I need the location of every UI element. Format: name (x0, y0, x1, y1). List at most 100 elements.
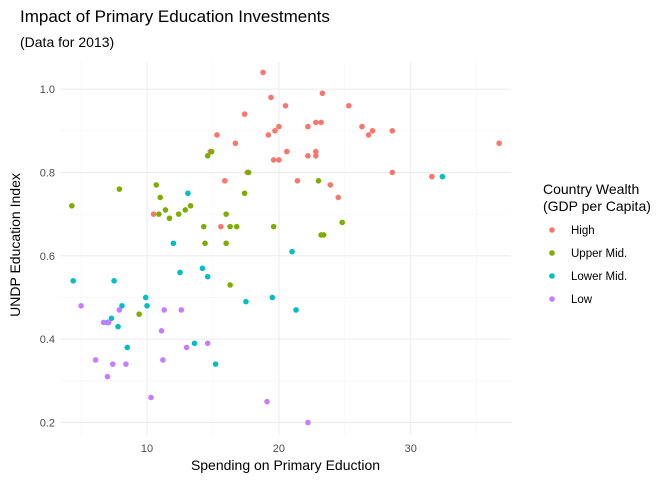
point-high (327, 182, 334, 188)
point-upper-mid (182, 207, 189, 213)
point-high (305, 152, 311, 159)
point-high (150, 211, 157, 217)
point-lower-mid (70, 277, 76, 284)
point-upper-mid (200, 223, 207, 230)
point-lower-mid (144, 303, 150, 309)
point-lower-mid (142, 294, 149, 301)
point-upper-mid (175, 211, 182, 217)
point-upper-mid (223, 211, 229, 217)
point-high (272, 127, 278, 134)
point-low (178, 307, 185, 313)
point-low (305, 419, 311, 426)
point-low (109, 361, 116, 367)
point-high (313, 152, 319, 159)
legend-title-line2: (GDP per Capita) (543, 198, 651, 214)
point-high (313, 119, 319, 126)
x-tick-label: 20 (273, 443, 285, 455)
point-lower-mid (185, 190, 191, 197)
legend: Country Wealth (GDP per Capita) High Uppe… (543, 181, 651, 306)
point-high (276, 123, 282, 130)
point-low (183, 344, 190, 351)
point-upper-mid (116, 186, 123, 192)
legend-title-line1: Country Wealth (543, 181, 639, 197)
point-low (160, 357, 166, 363)
point-upper-mid (227, 282, 233, 288)
point-low (92, 357, 99, 363)
point-high (318, 119, 324, 126)
point-upper-mid (315, 177, 322, 184)
point-high (260, 69, 266, 76)
point-lower-mid (439, 173, 446, 180)
point-upper-mid (339, 219, 346, 226)
point-high (365, 132, 372, 138)
point-high (359, 123, 365, 130)
point-high (282, 102, 289, 109)
y-axis-title: UNDP Education Index (7, 173, 23, 317)
point-high (232, 140, 239, 147)
point-high (496, 140, 502, 147)
gridlines (60, 62, 511, 435)
legend-key-lower-mid (549, 273, 555, 279)
y-tick-label: 0.8 (40, 167, 55, 179)
legend-label-lower-mid: Lower Mid. (571, 271, 627, 283)
point-lower-mid (115, 323, 121, 330)
point-upper-mid (233, 223, 240, 230)
point-upper-mid (223, 240, 229, 247)
legend-key-upper-mid (549, 250, 555, 256)
legend-label-high: High (571, 225, 595, 237)
point-low (264, 398, 270, 405)
y-tick-label: 0.6 (40, 251, 55, 263)
point-low (148, 394, 154, 401)
point-high (284, 148, 290, 155)
point-high (369, 127, 376, 134)
y-tick-label: 0.4 (40, 334, 55, 346)
point-high (305, 123, 311, 130)
point-high (389, 127, 396, 134)
point-lower-mid (191, 340, 198, 347)
point-lower-mid (243, 298, 249, 305)
legend-key-high (549, 227, 555, 233)
point-lower-mid (269, 294, 276, 301)
point-low (116, 307, 123, 313)
point-lower-mid (212, 361, 219, 367)
x-tick-label: 30 (405, 443, 417, 455)
point-upper-mid (208, 148, 215, 155)
point-lower-mid (204, 273, 211, 280)
point-high (218, 223, 224, 230)
legend-items: High Upper Mid. Lower Mid. Low (549, 225, 627, 306)
point-high (268, 94, 274, 101)
point-high (270, 157, 277, 163)
point-upper-mid (270, 223, 277, 230)
y-tick-label: 1.0 (40, 84, 55, 96)
point-low (105, 319, 112, 326)
point-low (100, 319, 107, 326)
point-low (204, 340, 211, 347)
point-high (389, 169, 396, 176)
point-high (241, 111, 248, 117)
point-upper-mid (162, 207, 169, 213)
point-lower-mid (108, 315, 115, 322)
chart-subtitle: (Data for 2013) (20, 34, 114, 50)
legend-label-low: Low (571, 294, 593, 306)
point-upper-mid (202, 240, 208, 247)
legend-label-upper-mid: Upper Mid. (571, 248, 627, 260)
point-low (161, 307, 167, 313)
point-high (265, 132, 272, 138)
point-high (214, 132, 220, 138)
point-upper-mid (153, 182, 160, 188)
point-high (429, 173, 435, 180)
point-high (319, 90, 326, 97)
point-upper-mid (227, 223, 233, 230)
point-high (313, 148, 319, 155)
point-high (294, 177, 301, 184)
point-lower-mid (170, 240, 177, 247)
point-high (222, 177, 228, 184)
point-upper-mid (69, 202, 75, 209)
point-upper-mid (187, 202, 194, 209)
point-upper-mid (157, 194, 164, 201)
point-lower-mid (293, 307, 299, 313)
point-upper-mid (166, 215, 173, 222)
point-low (78, 303, 84, 309)
point-upper-mid (245, 169, 252, 176)
